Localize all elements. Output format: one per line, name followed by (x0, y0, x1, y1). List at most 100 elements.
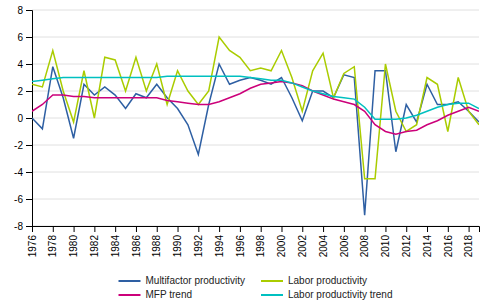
y-tick-mark (26, 145, 32, 146)
x-tick: 1982 (89, 226, 100, 257)
grid-line (32, 37, 479, 38)
x-tick: 2006 (339, 226, 350, 257)
x-tick: 2004 (318, 226, 329, 257)
chart: -8-6-4-202468197619781980198219841986198… (0, 0, 491, 304)
legend-item: Labor productivity trend (261, 289, 393, 300)
x-tick-label: 2014 (422, 235, 433, 258)
x-tick-label: 2000 (276, 235, 287, 258)
legend-label: MFP trend (146, 289, 193, 300)
y-axis-line (26, 11, 33, 227)
x-tick-mark (281, 226, 282, 232)
y-tick-mark (26, 172, 32, 173)
x-tick-mark (323, 226, 324, 232)
series-line (32, 37, 479, 179)
x-tick: 2012 (401, 226, 412, 257)
x-tick: 1984 (110, 226, 121, 257)
y-tick: -4 (14, 167, 32, 178)
grid-line (32, 145, 479, 146)
x-tick-label: 1992 (193, 235, 204, 258)
x-tick: 2016 (443, 226, 454, 257)
x-tick-label: 1978 (47, 235, 58, 258)
x-tick-label: 2016 (443, 235, 454, 258)
x-tick-mark (136, 226, 137, 232)
plot: -8-6-4-202468197619781980198219841986198… (14, 5, 479, 258)
legend: Multifactor productivity Labor productivi… (119, 275, 393, 300)
x-tick-mark (240, 226, 241, 232)
x-tick: 1992 (193, 226, 204, 257)
x-tick-mark (406, 226, 407, 232)
x-tick: 2000 (276, 226, 287, 257)
x-tick-mark (344, 226, 345, 232)
x-tick-label: 2004 (318, 235, 329, 258)
series-line (32, 82, 479, 135)
legend-label: Labor productivity trend (288, 289, 393, 300)
x-tick-label: 2008 (359, 235, 370, 258)
legend-swatch (261, 280, 283, 282)
y-tick-mark (26, 10, 32, 11)
x-tick-label: 2018 (463, 235, 474, 258)
x-tick: 1998 (255, 226, 266, 257)
grid-line (32, 199, 479, 200)
x-tick-mark (53, 226, 54, 232)
y-tick: 6 (17, 32, 32, 43)
y-tick: -2 (14, 140, 32, 151)
legend-label: Multifactor productivity (146, 275, 245, 286)
grid-line (32, 118, 479, 119)
x-tick: 1996 (235, 226, 246, 257)
x-tick-mark (94, 226, 95, 232)
y-tick-mark (26, 91, 32, 92)
x-tick-mark (261, 226, 262, 232)
x-tick-mark (469, 226, 470, 232)
y-tick-label: -2 (14, 140, 23, 151)
y-tick: 8 (17, 5, 32, 16)
legend-item: Labor productivity (261, 275, 367, 286)
x-tick-label: 1984 (110, 235, 121, 258)
x-tick-mark (178, 226, 179, 232)
grid-line (32, 64, 479, 65)
legend-swatch (261, 294, 283, 296)
y-tick-label: 0 (17, 113, 23, 124)
y-tick-label: -8 (14, 221, 23, 232)
x-tick-label: 1994 (214, 235, 225, 258)
legend-label: Labor productivity (288, 275, 367, 286)
x-tick: 1978 (47, 226, 58, 257)
x-tick: 1980 (68, 226, 79, 257)
x-tick: 1988 (151, 226, 162, 257)
grid-line (32, 10, 479, 11)
y-tick: -6 (14, 194, 32, 205)
x-tick-label: 1998 (255, 235, 266, 258)
x-tick-mark (198, 226, 199, 232)
x-tick: 1976 (27, 226, 38, 257)
x-tick-label: 1980 (68, 235, 79, 258)
y-tick-mark (26, 118, 32, 119)
legend-item: MFP trend (119, 289, 193, 300)
y-tick: 0 (17, 113, 32, 124)
legend-item: Multifactor productivity (119, 275, 245, 286)
x-tick-label: 2002 (297, 235, 308, 258)
x-tick: 2008 (359, 226, 370, 257)
y-tick: -8 (14, 221, 32, 232)
x-axis-line (33, 227, 480, 233)
x-tick: 2018 (463, 226, 474, 257)
x-tick-mark (32, 226, 33, 232)
x-tick-label: 2006 (339, 235, 350, 258)
x-tick-mark (385, 226, 386, 232)
y-tick-label: -4 (14, 167, 23, 178)
legend-swatch (119, 294, 141, 296)
y-tick-mark (26, 226, 32, 227)
y-tick-label: 2 (17, 86, 23, 97)
legend-swatch (119, 280, 141, 282)
x-axis: 1976 1978 1980 1982 1984 1986 1988 1990 1992 1994… (27, 226, 480, 257)
x-tick: 1986 (131, 226, 142, 257)
x-tick-label: 2010 (380, 235, 391, 258)
y-tick-label: -6 (14, 194, 23, 205)
x-tick-mark (157, 226, 158, 232)
x-tick-mark (427, 226, 428, 232)
series-line (32, 76, 479, 119)
x-tick-mark (115, 226, 116, 232)
y-tick-label: 8 (17, 5, 23, 16)
x-tick-mark (448, 226, 449, 232)
x-tick: 1990 (172, 226, 183, 257)
y-tick-label: 6 (17, 32, 23, 43)
grid (32, 10, 479, 226)
